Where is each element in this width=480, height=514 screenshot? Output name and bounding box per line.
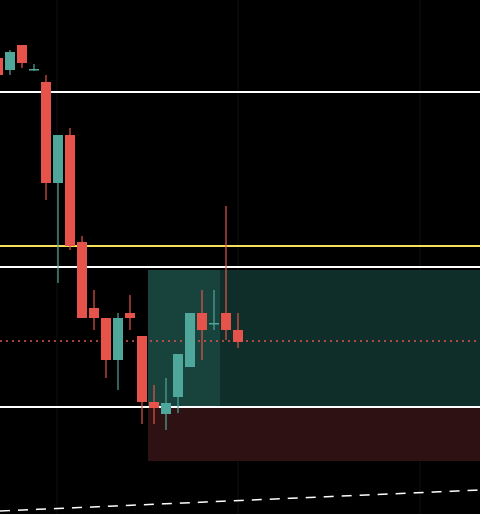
candle-body [233, 330, 243, 342]
trendline [0, 489, 480, 512]
candle-body [149, 402, 159, 408]
candle-body [209, 323, 219, 325]
candle-body [41, 82, 51, 183]
candle-body [173, 354, 183, 397]
candle-body [0, 58, 3, 75]
candle-body [65, 135, 75, 246]
candle-body [53, 135, 63, 183]
candle-body [17, 45, 27, 63]
candle-body [5, 52, 15, 70]
candle-body [221, 313, 231, 330]
candle-body [101, 318, 111, 360]
target-zone-active [148, 270, 220, 407]
candle-body [161, 403, 171, 414]
candle-body [89, 308, 99, 318]
stop-zone [148, 407, 480, 461]
candle-body [137, 336, 147, 402]
candle-body [113, 318, 123, 360]
candle-body [77, 242, 87, 318]
candle-body [197, 313, 207, 330]
candle-body [125, 313, 135, 318]
candle-body [185, 313, 195, 367]
candle-body [29, 69, 39, 71]
